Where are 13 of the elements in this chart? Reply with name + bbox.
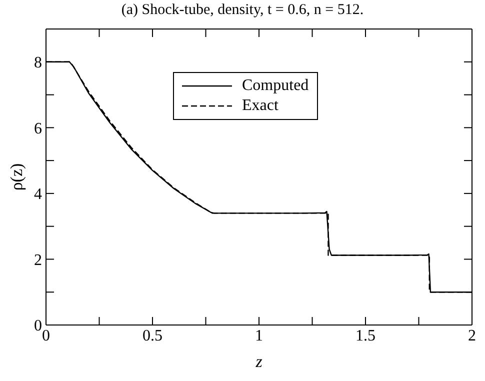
y-tick-label: 2 bbox=[34, 252, 42, 269]
x-axis-title: z bbox=[254, 352, 263, 371]
x-tick-label: 1.5 bbox=[356, 327, 376, 344]
legend-label: Exact bbox=[242, 97, 278, 115]
y-axis-title: ρ(z) bbox=[7, 163, 26, 191]
x-tick-label: 0.5 bbox=[142, 327, 162, 344]
x-tick-label: 1 bbox=[255, 327, 263, 344]
y-tick-label: 4 bbox=[34, 186, 42, 204]
legend-label: Computed bbox=[242, 77, 309, 95]
chart-title: (a) Shock-tube, density, t = 0.6, n = 512. bbox=[120, 2, 365, 20]
x-tick-label: 2 bbox=[468, 327, 476, 344]
y-tick-label: 8 bbox=[34, 54, 42, 72]
y-tick-label: 6 bbox=[34, 120, 42, 138]
